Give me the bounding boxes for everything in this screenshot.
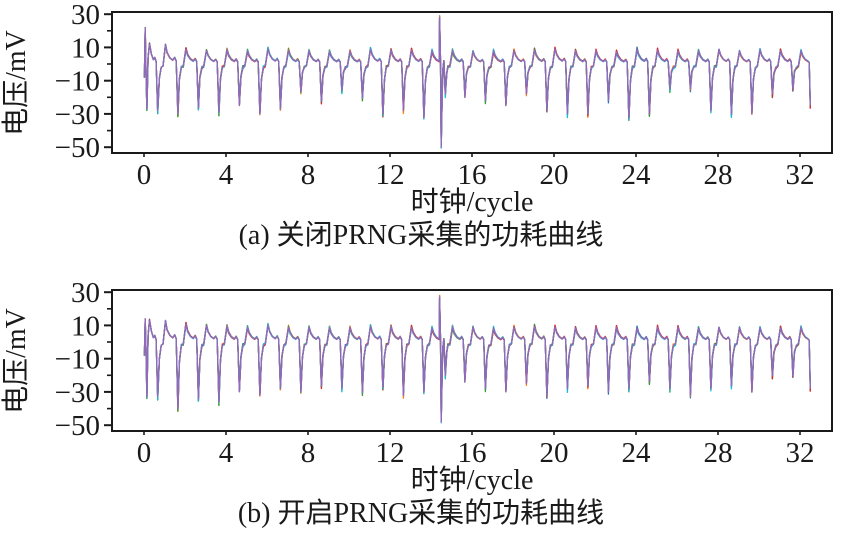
power-trace-purple <box>143 296 811 423</box>
y-tick-label: −30 <box>55 99 100 131</box>
x-axis-label-a: 时钟/cycle <box>410 187 534 218</box>
x-tick-label: 28 <box>704 159 733 190</box>
x-tick-label: 4 <box>219 159 234 190</box>
chart-b: 电压/mV 30 10 −10 −30 −50 0 4 8 12 16 20 24 28 32 时钟/cy… <box>0 278 842 530</box>
x-tick-label: 0 <box>137 159 152 190</box>
x-tick-label: 24 <box>622 437 652 468</box>
y-tick-label: −50 <box>55 132 100 164</box>
x-tick-label: 0 <box>137 437 152 468</box>
y-tick-label: 10 <box>71 32 100 64</box>
y-tick-label: 30 <box>71 0 100 31</box>
x-tick-label: 12 <box>376 437 405 468</box>
caption-a: (a) 关闭PRNG采集的功耗曲线 <box>238 220 604 251</box>
x-tick-label: 8 <box>301 159 316 190</box>
x-tick-label: 16 <box>458 437 487 468</box>
x-tick-label: 24 <box>622 159 652 190</box>
x-tick-label: 8 <box>301 437 316 468</box>
x-tick-label: 28 <box>704 437 733 468</box>
y-tick-label: −50 <box>55 410 100 442</box>
power-trace-purple <box>143 16 811 148</box>
chart-a: 电压/mV 30 10 −10 −30 −50 0 4 8 12 16 20 24 28 32 时钟/cy… <box>0 0 842 252</box>
y-tick-label: −10 <box>55 344 100 376</box>
traces-group <box>143 294 811 424</box>
x-tick-label: 20 <box>540 159 569 190</box>
y-tick-label: −10 <box>55 66 100 98</box>
x-tick-label: 12 <box>376 159 405 190</box>
x-axis-label-b: 时钟/cycle <box>410 465 534 496</box>
y-tick-label: −30 <box>55 377 100 409</box>
y-axis-label-a: 电压/mV <box>1 30 32 136</box>
x-tick-label: 32 <box>786 437 815 468</box>
x-tick-label: 4 <box>219 437 234 468</box>
y-tick-label: 10 <box>71 310 100 342</box>
x-tick-label: 20 <box>540 437 569 468</box>
caption-b: (b) 开启PRNG采集的功耗曲线 <box>237 498 605 529</box>
traces-group <box>143 15 811 149</box>
y-axis-label-b: 电压/mV <box>1 308 32 414</box>
y-tick-label: 30 <box>71 278 100 309</box>
x-tick-label: 32 <box>786 159 815 190</box>
x-tick-label: 16 <box>458 159 487 190</box>
